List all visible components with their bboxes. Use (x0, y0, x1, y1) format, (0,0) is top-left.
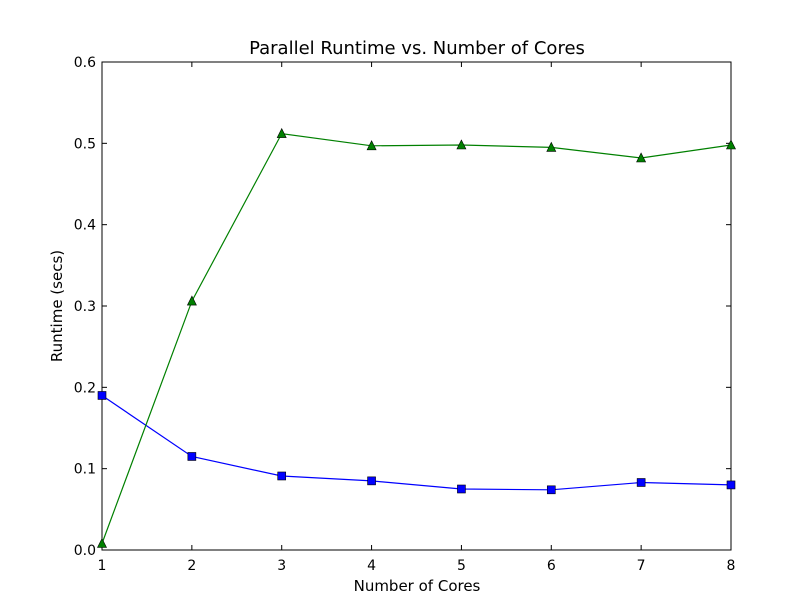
series-2-point (636, 152, 647, 163)
x-tick-label: 5 (457, 558, 466, 574)
y-tick-label: 0.6 (74, 55, 96, 71)
series-1-line (101, 395, 732, 491)
x-axis-label: Number of Cores (354, 577, 481, 595)
series-2-point (97, 537, 107, 548)
y-axis-label: Runtime (secs) (48, 250, 66, 362)
plot-area: 1 2 3 4 5 6 7 8 0.0 0.1 0.2 0.3 0.4 0.5 0.6 (74, 55, 736, 574)
y-tick-label: 0.0 (74, 543, 96, 559)
x-tick-label: 3 (277, 558, 286, 574)
series-1-point (726, 480, 736, 490)
series-1-point (367, 476, 376, 486)
series-2-line (101, 132, 732, 544)
x-tick-label: 8 (727, 558, 736, 574)
series-1-point (457, 484, 466, 494)
series-2-point (276, 127, 287, 138)
series-2-point (456, 139, 467, 150)
x-tick-label: 7 (637, 558, 646, 574)
series-1-point (277, 471, 287, 481)
series-1-point (636, 478, 646, 487)
chart-title: Parallel Runtime vs. Number of Cores (249, 38, 585, 59)
series-1-point (97, 391, 107, 400)
x-tick-label: 1 (98, 558, 107, 574)
x-tick-label: 6 (547, 558, 556, 574)
y-tick-label: 0.4 (74, 218, 96, 234)
y-tick-label: 0.3 (74, 299, 96, 315)
x-tick-label: 4 (367, 558, 376, 574)
series-2-point (186, 295, 197, 306)
y-tick-label: 0.5 (74, 136, 96, 152)
plot-frame (101, 61, 732, 551)
series-2-point (366, 140, 377, 151)
series-1-point (546, 485, 556, 495)
y-tick-label: 0.1 (74, 462, 96, 478)
series-2-point (726, 139, 736, 150)
series-1-point (187, 452, 197, 461)
y-tick-label: 0.2 (74, 380, 96, 396)
x-tick-label: 2 (187, 558, 196, 574)
series-2-point (546, 141, 557, 152)
